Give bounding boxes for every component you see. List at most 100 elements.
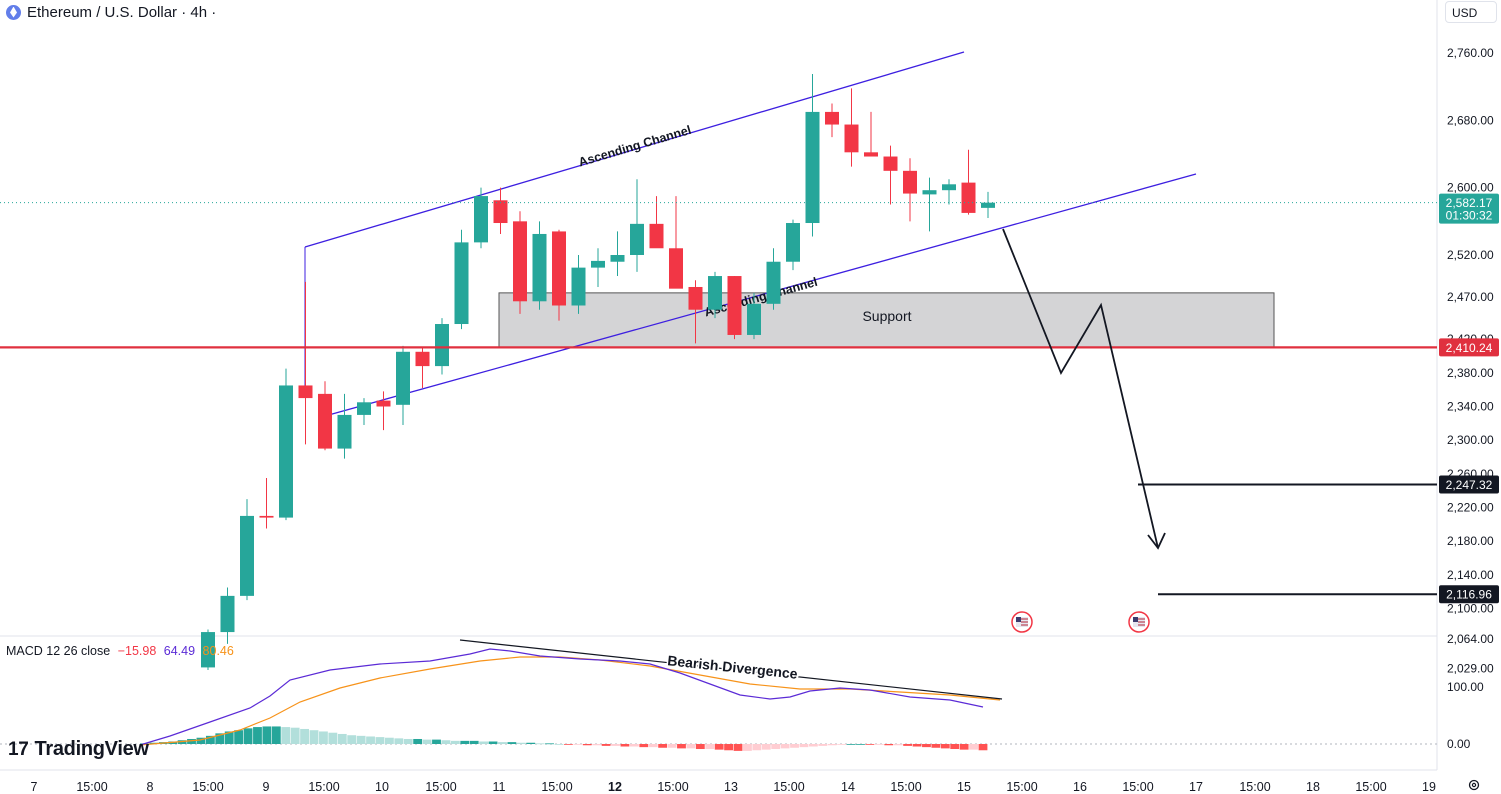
- candle[interactable]: [474, 187, 488, 249]
- macd-histogram-bar: [724, 744, 733, 751]
- candle-body: [766, 261, 781, 304]
- candle-body: [708, 276, 722, 310]
- candle[interactable]: [454, 229, 469, 330]
- candle[interactable]: [201, 629, 215, 670]
- candle[interactable]: [552, 229, 566, 321]
- candle[interactable]: [825, 103, 839, 138]
- macd-histogram-bar: [564, 744, 573, 745]
- macd-histogram-bar: [526, 742, 536, 744]
- candle[interactable]: [532, 221, 547, 310]
- candle[interactable]: [747, 292, 761, 340]
- macd-histogram-bar: [215, 733, 225, 744]
- price-axis-tick: 2,064.00: [1447, 632, 1494, 646]
- candle[interactable]: [298, 281, 313, 445]
- candle[interactable]: [883, 145, 898, 205]
- candle[interactable]: [318, 381, 332, 451]
- candle[interactable]: [903, 158, 917, 222]
- candle[interactable]: [240, 499, 254, 601]
- us-event-flag-icon[interactable]: [1128, 611, 1150, 633]
- candle[interactable]: [961, 149, 976, 215]
- candle[interactable]: [513, 211, 527, 314]
- candle-body: [454, 242, 469, 325]
- time-axis-tick: 17: [1189, 780, 1203, 794]
- macd-histogram-bar: [922, 744, 931, 748]
- candle[interactable]: [571, 255, 586, 314]
- macd-histogram-bar: [865, 744, 875, 745]
- flag-canton: [1016, 617, 1021, 622]
- macd-histogram-bar: [648, 744, 658, 748]
- candle[interactable]: [942, 179, 956, 205]
- candle[interactable]: [591, 248, 605, 287]
- candle[interactable]: [688, 280, 703, 344]
- candle-body: [630, 223, 644, 255]
- candle[interactable]: [649, 196, 664, 249]
- time-axis-tick: 15: [957, 780, 971, 794]
- horizontal-level-tag: 2,410.24: [1446, 341, 1493, 355]
- macd-signal-line: [139, 656, 1001, 746]
- candle[interactable]: [610, 231, 625, 277]
- candle[interactable]: [669, 196, 683, 289]
- macd-histogram-bar: [846, 744, 856, 745]
- annotations: [0, 202, 1437, 633]
- macd-histogram-bar: [177, 740, 187, 744]
- time-axis-tick: 12: [608, 780, 622, 794]
- horizontal-level-tag-bg: [1439, 338, 1499, 357]
- macd-histogram-bar: [337, 733, 347, 744]
- candle[interactable]: [259, 478, 274, 529]
- macd-histogram-bar: [620, 744, 630, 747]
- time-axis-tick: 7: [31, 780, 38, 794]
- price-axis-tick: 2,140.00: [1447, 568, 1494, 582]
- candle[interactable]: [805, 74, 820, 237]
- candle-body: [532, 233, 547, 302]
- candle[interactable]: [357, 398, 371, 426]
- candle-body: [903, 170, 917, 194]
- macd-histogram-bar: [931, 744, 941, 748]
- price-axis-tick: 2,520.00: [1447, 248, 1494, 262]
- macd-axis-tick: 0.00: [1447, 737, 1471, 751]
- channel-upper-line[interactable]: [304, 51, 965, 248]
- currency-selector[interactable]: USD: [1445, 1, 1497, 23]
- candle[interactable]: [376, 391, 391, 431]
- candle-body: [688, 286, 703, 310]
- time-axis-tick: 15:00: [657, 780, 688, 794]
- bearish-divergence-line[interactable]: [459, 639, 1003, 700]
- candle[interactable]: [279, 368, 293, 521]
- candle-body: [552, 231, 566, 306]
- macd-histogram-bar: [969, 744, 978, 750]
- candle-body: [337, 414, 352, 449]
- candle[interactable]: [337, 393, 352, 459]
- candle[interactable]: [786, 219, 800, 271]
- time-axis-tick: 10: [375, 780, 389, 794]
- macd-histogram-bar: [469, 740, 479, 744]
- us-event-flag-icon[interactable]: [1011, 611, 1033, 633]
- candle[interactable]: [708, 271, 722, 319]
- candle[interactable]: [220, 587, 235, 644]
- macd-histogram-bar: [837, 744, 847, 745]
- candle[interactable]: [981, 191, 995, 218]
- candle[interactable]: [766, 248, 781, 310]
- candle-body: [474, 196, 488, 243]
- channel-label-upper: Ascending Channel: [577, 123, 693, 170]
- candle[interactable]: [415, 347, 430, 388]
- price-axis-tick: 2,600.00: [1447, 181, 1494, 195]
- current-price-tag-countdown: 01:30:32: [1446, 209, 1493, 223]
- macd-histogram-bar: [827, 744, 837, 746]
- candle[interactable]: [630, 179, 644, 272]
- candle[interactable]: [922, 177, 937, 232]
- candle[interactable]: [727, 276, 742, 340]
- candle[interactable]: [844, 88, 859, 167]
- price-axis-tick: 2,180.00: [1447, 534, 1494, 548]
- settings-gear-icon[interactable]: [1467, 778, 1481, 792]
- candle[interactable]: [493, 187, 508, 234]
- macd-histogram-bar: [413, 738, 423, 744]
- macd-histogram-bar: [356, 735, 366, 744]
- tradingview-logo[interactable]: 17 TradingView: [8, 738, 149, 761]
- candle[interactable]: [396, 345, 410, 426]
- projection-path[interactable]: [1002, 228, 1159, 549]
- channel-lower-line[interactable]: [324, 173, 1197, 417]
- symbol-header: Ethereum / U.S. Dollar · 4h ·: [6, 3, 216, 21]
- candle[interactable]: [864, 111, 878, 157]
- macd-histogram-bar: [253, 727, 262, 744]
- macd-legend-histogram: −15.98: [117, 644, 157, 658]
